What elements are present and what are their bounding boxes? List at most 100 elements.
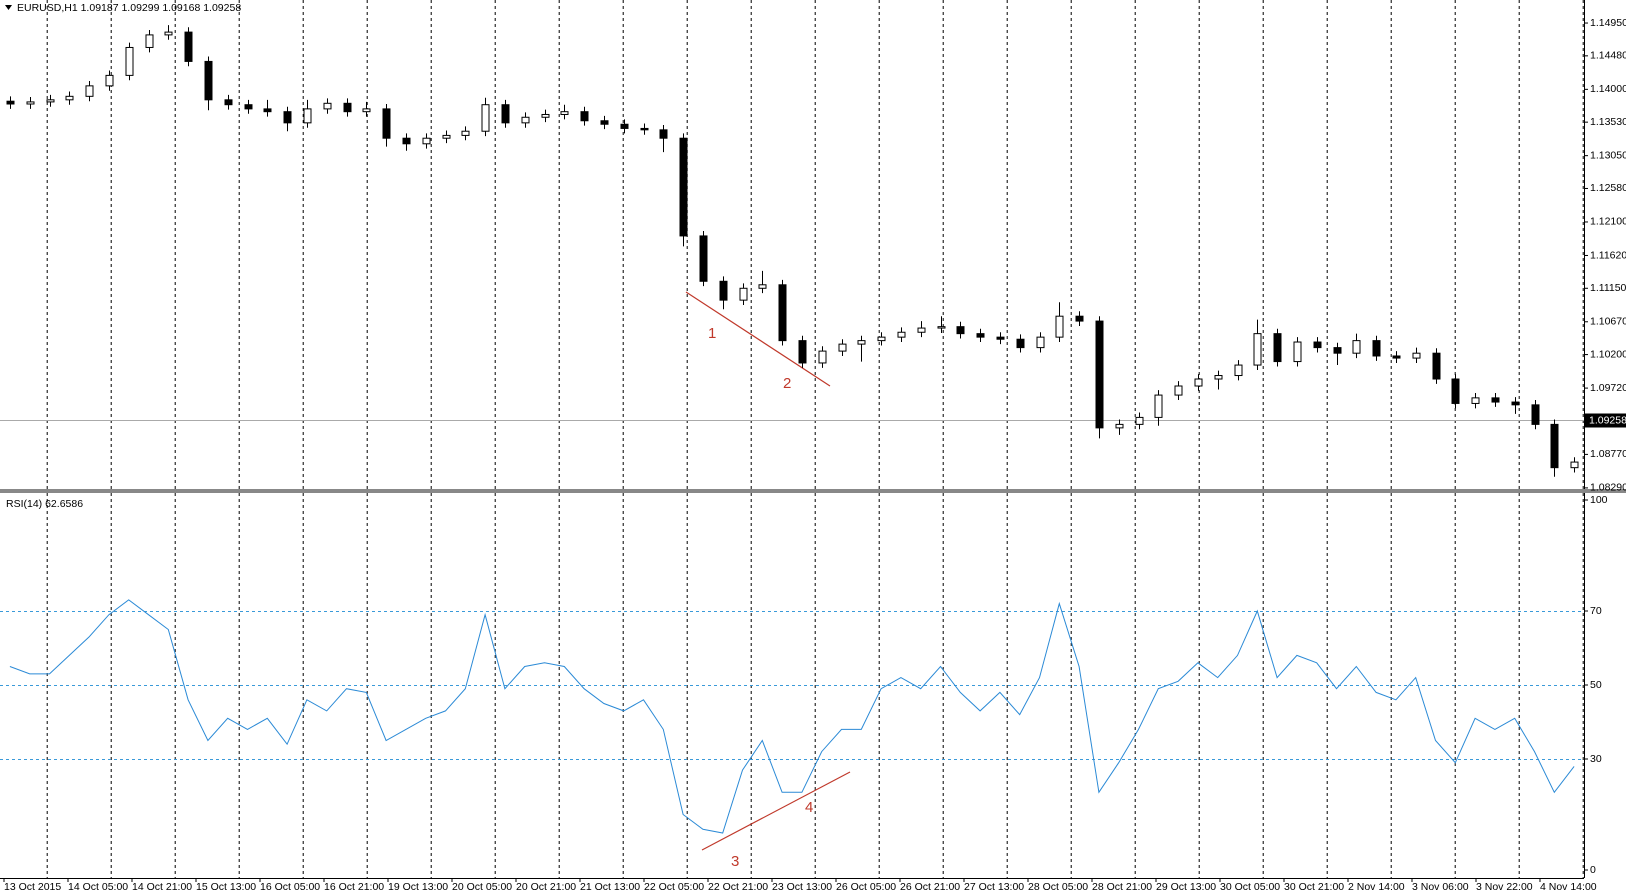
candle-body (1333, 347, 1342, 354)
x-tick-label: 30 Oct 05:00 (1220, 881, 1280, 893)
x-tick-label: 19 Oct 13:00 (388, 881, 448, 893)
candle-body (1570, 461, 1579, 469)
candle-body (1451, 378, 1460, 404)
candle-body (1531, 404, 1540, 425)
annotation: 3 (731, 853, 739, 870)
candle-body (778, 284, 787, 342)
candle-body (580, 111, 589, 122)
x-tick-label: 26 Oct 05:00 (836, 881, 896, 893)
x-tick-label: 14 Oct 21:00 (132, 881, 192, 893)
candle-body (125, 46, 134, 76)
x-tick-label: 4 Nov 14:00 (1540, 881, 1597, 893)
x-tick-label: 16 Oct 21:00 (324, 881, 384, 893)
candle-body (184, 31, 193, 62)
candle-body (1253, 333, 1262, 366)
x-tick-label: 28 Oct 05:00 (1028, 881, 1088, 893)
candle-body (6, 100, 15, 105)
candle-body (422, 137, 431, 145)
y-tick-label: 1.14480 (1590, 50, 1626, 62)
y-tick-label: 1.11150 (1590, 282, 1626, 294)
candle-body (85, 85, 94, 97)
candle-body (283, 111, 292, 124)
candle-body (1471, 397, 1480, 404)
candle-body (501, 104, 510, 124)
candle-body (1194, 378, 1203, 387)
candle-body (164, 31, 173, 36)
candle-body (1412, 352, 1421, 359)
y-tick-label: 1.12580 (1590, 182, 1626, 194)
x-tick-label: 3 Nov 22:00 (1476, 881, 1533, 893)
x-tick-label: 22 Oct 05:00 (644, 881, 704, 893)
candle-body (26, 101, 35, 105)
x-tick-label: 21 Oct 13:00 (580, 881, 640, 893)
x-tick-label: 20 Oct 21:00 (516, 881, 576, 893)
last-price-label: 1.09258 (1589, 414, 1626, 426)
x-tick-label: 2 Nov 14:00 (1348, 881, 1405, 893)
candle-body (1234, 364, 1243, 377)
candle-body (204, 60, 213, 101)
y-tick-label: 1.10200 (1590, 348, 1626, 360)
x-tick-label: 3 Nov 06:00 (1412, 881, 1469, 893)
candle-body (442, 134, 451, 139)
candle-body (739, 287, 748, 301)
candle-body (362, 108, 371, 113)
candle-body (1392, 355, 1401, 359)
chart-title: EURUSD,H1 1.09187 1.09299 1.09168 1.0925… (17, 2, 241, 14)
candle-body (1174, 385, 1183, 396)
y-tick-label: 70 (1590, 605, 1602, 617)
y-tick-label: 30 (1590, 753, 1602, 765)
candle-body (560, 111, 569, 115)
candle-body (1432, 352, 1441, 380)
last-price-box (1585, 413, 1626, 428)
x-tick-label: 16 Oct 05:00 (260, 881, 320, 893)
y-tick-label: 100 (1590, 494, 1608, 506)
candle-body (1115, 423, 1124, 429)
candle-body (640, 127, 649, 131)
candle-body (1075, 315, 1084, 322)
x-tick-label: 27 Oct 13:00 (964, 881, 1024, 893)
candle-body (1550, 423, 1559, 469)
candle-body (937, 326, 946, 329)
y-tick-label: 0 (1590, 864, 1596, 876)
candle-body (145, 34, 154, 48)
candle-body (65, 95, 74, 101)
candle-body (818, 350, 827, 364)
candle-body (600, 120, 609, 125)
y-tick-label: 1.12100 (1590, 216, 1626, 228)
rsi-trendline (701, 771, 851, 851)
candle-body (244, 104, 253, 110)
candle-body (758, 284, 767, 289)
candle-body (461, 130, 470, 136)
y-tick-label: 1.08290 (1590, 482, 1626, 494)
candle-body (1352, 340, 1361, 354)
annotation: 2 (783, 375, 791, 392)
candle-body (46, 99, 55, 103)
candle-body (1095, 320, 1104, 429)
candle-body (1016, 338, 1025, 349)
x-tick-label: 20 Oct 05:00 (452, 881, 512, 893)
candle-body (303, 108, 312, 124)
candle-body (1036, 336, 1045, 349)
y-tick-label: 50 (1590, 679, 1602, 691)
y-tick-label: 1.09720 (1590, 382, 1626, 394)
candle-body (679, 137, 688, 237)
candle-body (917, 327, 926, 333)
candle-body (1293, 341, 1302, 363)
x-tick-label: 14 Oct 05:00 (68, 881, 128, 893)
candle-body (857, 340, 866, 345)
candle-body (976, 333, 985, 338)
candle-body (105, 74, 114, 87)
symbol-menu-arrow[interactable] (5, 5, 12, 10)
candle-body (541, 113, 550, 118)
candle-body (1313, 341, 1322, 349)
y-tick-label: 1.14950 (1590, 17, 1626, 29)
candle-body (719, 280, 728, 301)
x-tick-label: 13 Oct 2015 (4, 881, 61, 893)
x-tick-label: 28 Oct 21:00 (1092, 881, 1152, 893)
candle-body (382, 108, 391, 139)
x-tick-label: 29 Oct 13:00 (1156, 881, 1216, 893)
x-tick-label: 30 Oct 21:00 (1284, 881, 1344, 893)
candle-body (521, 116, 530, 124)
